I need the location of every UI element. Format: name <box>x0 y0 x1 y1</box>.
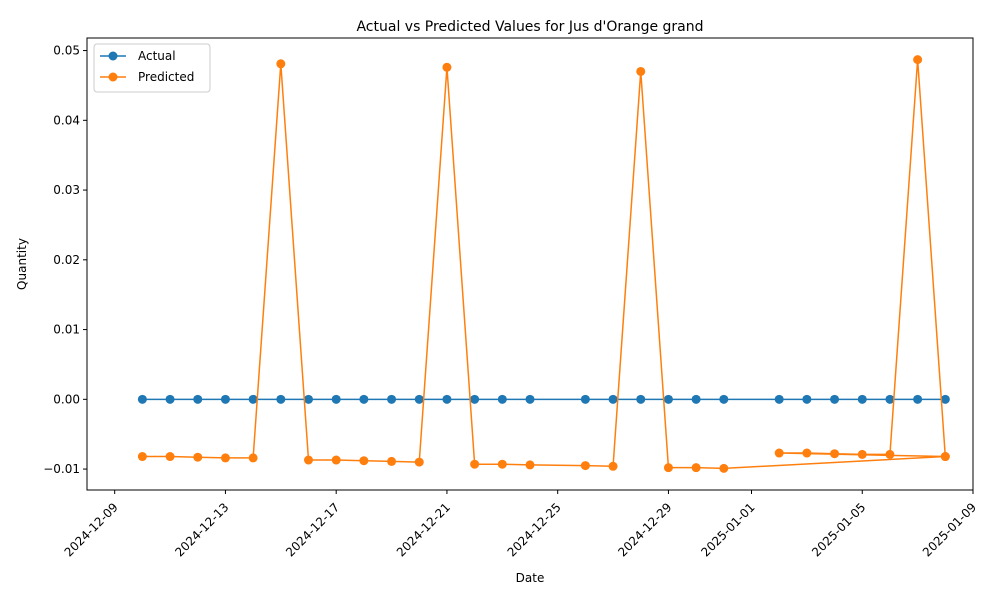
data-point-predicted <box>497 459 507 469</box>
data-point-predicted <box>913 55 923 65</box>
data-point-actual <box>802 394 812 404</box>
data-point-predicted <box>220 453 230 463</box>
data-point-predicted <box>331 455 341 465</box>
x-tick-label: 2024-12-29 <box>615 500 674 559</box>
x-tick-label: 2025-01-09 <box>920 500 979 559</box>
data-point-predicted <box>830 449 840 459</box>
y-tick-label: 0.04 <box>53 113 80 127</box>
data-point-predicted <box>663 463 673 473</box>
data-point-actual <box>663 394 673 404</box>
data-point-predicted <box>691 463 701 473</box>
legend-marker-predicted <box>108 72 118 82</box>
data-point-predicted <box>248 453 258 463</box>
data-point-predicted <box>719 463 729 473</box>
legend: Actual Predicted <box>93 43 211 93</box>
data-point-predicted <box>774 448 784 458</box>
data-point-actual <box>276 394 286 404</box>
x-tick-label: 2024-12-25 <box>505 500 564 559</box>
data-point-actual <box>359 394 369 404</box>
data-point-actual <box>470 394 480 404</box>
data-point-predicted <box>359 456 369 466</box>
data-point-actual <box>442 394 452 404</box>
plot-frame <box>86 37 974 491</box>
y-tick-label: 0.00 <box>53 392 80 406</box>
legend-label-actual: Actual <box>138 49 176 63</box>
data-point-actual <box>580 394 590 404</box>
data-point-predicted <box>470 459 480 469</box>
data-point-actual <box>830 394 840 404</box>
data-point-actual <box>387 394 397 404</box>
data-point-actual <box>857 394 867 404</box>
data-point-actual <box>940 394 950 404</box>
data-point-actual <box>636 394 646 404</box>
x-tick-label: 2024-12-09 <box>62 500 121 559</box>
data-point-predicted <box>442 62 452 72</box>
data-point-predicted <box>885 449 895 459</box>
x-axis: 2024-12-09 2024-12-13 2024-12-17 2024-12-21… <box>62 490 979 559</box>
data-point-actual <box>331 394 341 404</box>
data-point-actual <box>913 394 923 404</box>
x-tick-label: 2025-01-05 <box>809 500 868 559</box>
y-tick-label: 0.03 <box>53 183 80 197</box>
y-tick-label: 0.02 <box>53 253 80 267</box>
data-point-predicted <box>802 448 812 458</box>
data-point-actual <box>885 394 895 404</box>
data-point-actual <box>414 394 424 404</box>
chart-title: Actual vs Predicted Values for Jus d'Ora… <box>356 19 703 35</box>
data-point-actual <box>304 394 313 404</box>
data-point-predicted <box>580 461 590 471</box>
data-point-predicted <box>304 455 313 465</box>
x-tick-label: 2024-12-17 <box>283 500 342 559</box>
data-point-actual <box>608 394 618 404</box>
data-point-actual <box>193 394 203 404</box>
data-point-predicted <box>276 59 286 69</box>
data-point-predicted <box>525 460 535 470</box>
y-tick-label: −0.01 <box>43 462 80 476</box>
y-tick-label: 0.01 <box>53 323 80 337</box>
data-point-actual <box>774 394 784 404</box>
data-point-predicted <box>387 456 397 466</box>
data-point-actual <box>220 394 230 404</box>
legend-marker-actual <box>108 51 118 61</box>
data-point-actual <box>525 394 535 404</box>
x-axis-title: Date <box>516 571 545 585</box>
y-axis: −0.01 0.00 0.01 0.02 0.03 0.04 0.05 <box>43 44 87 476</box>
data-point-actual <box>497 394 507 404</box>
data-point-actual <box>137 394 147 404</box>
x-tick-label: 2024-12-13 <box>172 500 231 559</box>
data-point-predicted <box>165 452 175 462</box>
x-tick-label: 2025-01-01 <box>698 500 757 559</box>
data-point-predicted <box>857 449 867 459</box>
y-axis-title: Quantity <box>15 238 29 290</box>
y-tick-label: 0.05 <box>53 44 80 58</box>
data-point-predicted <box>414 457 424 467</box>
series-line-predicted <box>142 58 947 470</box>
data-point-actual <box>691 394 701 404</box>
x-tick-label: 2024-12-21 <box>394 500 453 559</box>
data-point-actual <box>719 394 729 404</box>
data-point-predicted <box>636 66 646 76</box>
data-point-predicted <box>940 452 950 462</box>
data-point-predicted <box>608 461 618 471</box>
data-point-actual <box>248 394 258 404</box>
data-point-predicted <box>193 452 203 462</box>
data-point-actual <box>165 394 175 404</box>
plot-series <box>137 55 950 473</box>
legend-label-predicted: Predicted <box>138 70 194 84</box>
data-point-predicted <box>137 452 147 462</box>
